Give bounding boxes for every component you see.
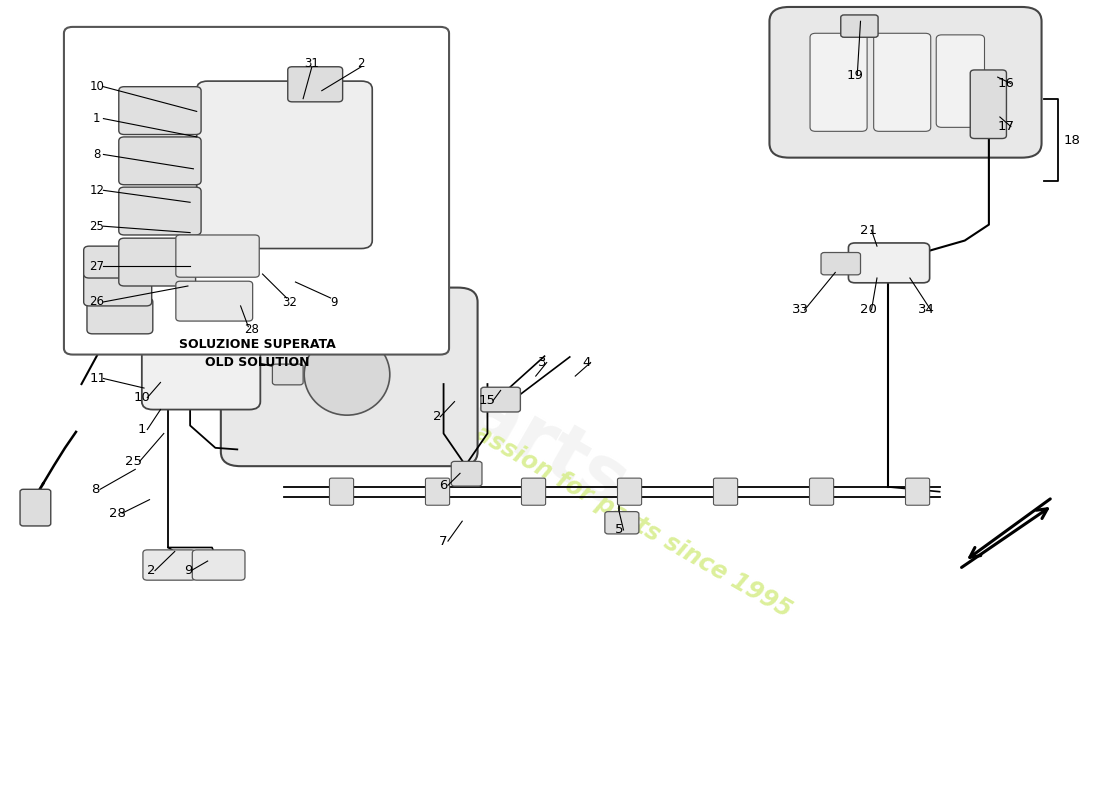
Text: 17: 17 xyxy=(998,120,1015,133)
Text: 1: 1 xyxy=(138,423,146,436)
FancyBboxPatch shape xyxy=(617,478,641,506)
Text: 3: 3 xyxy=(538,356,547,369)
FancyBboxPatch shape xyxy=(873,34,931,131)
Text: 25: 25 xyxy=(124,455,142,468)
Text: 8: 8 xyxy=(94,148,100,161)
Text: 1: 1 xyxy=(94,112,100,125)
FancyBboxPatch shape xyxy=(605,512,639,534)
FancyBboxPatch shape xyxy=(221,287,477,466)
FancyBboxPatch shape xyxy=(84,246,150,278)
Text: 2: 2 xyxy=(147,564,156,577)
FancyBboxPatch shape xyxy=(936,35,985,127)
FancyBboxPatch shape xyxy=(84,270,152,306)
Text: 32: 32 xyxy=(283,296,297,310)
Text: 12: 12 xyxy=(89,184,104,197)
Text: 7: 7 xyxy=(439,534,448,548)
FancyBboxPatch shape xyxy=(481,387,520,412)
FancyBboxPatch shape xyxy=(20,490,51,526)
FancyBboxPatch shape xyxy=(521,478,546,506)
FancyBboxPatch shape xyxy=(273,364,304,385)
Text: 31: 31 xyxy=(305,57,319,70)
FancyBboxPatch shape xyxy=(176,235,260,278)
FancyBboxPatch shape xyxy=(821,253,860,275)
FancyBboxPatch shape xyxy=(426,478,450,506)
Text: 15: 15 xyxy=(478,394,496,407)
Text: 9: 9 xyxy=(330,296,338,310)
Text: a passion for parts since 1995: a passion for parts since 1995 xyxy=(436,401,796,622)
FancyBboxPatch shape xyxy=(810,34,867,131)
FancyBboxPatch shape xyxy=(119,238,196,286)
FancyBboxPatch shape xyxy=(87,298,153,334)
Text: 4: 4 xyxy=(582,356,591,369)
Text: SOLUZIONE SUPERATA
OLD SOLUTION: SOLUZIONE SUPERATA OLD SOLUTION xyxy=(178,338,336,369)
FancyBboxPatch shape xyxy=(176,282,253,321)
Text: 2: 2 xyxy=(358,57,365,70)
Text: 5: 5 xyxy=(615,523,624,537)
FancyBboxPatch shape xyxy=(119,137,201,185)
Text: 10: 10 xyxy=(133,391,151,404)
Text: 2: 2 xyxy=(432,410,441,423)
Text: 16: 16 xyxy=(998,77,1015,90)
FancyBboxPatch shape xyxy=(197,81,372,249)
Text: 34: 34 xyxy=(917,303,935,317)
FancyBboxPatch shape xyxy=(330,478,353,506)
FancyBboxPatch shape xyxy=(288,66,342,102)
Text: 28: 28 xyxy=(244,323,258,336)
FancyBboxPatch shape xyxy=(769,7,1042,158)
Text: 11: 11 xyxy=(89,372,107,385)
Text: 19: 19 xyxy=(847,69,864,82)
FancyBboxPatch shape xyxy=(840,15,878,38)
Text: 33: 33 xyxy=(792,303,808,317)
Text: 8: 8 xyxy=(91,482,100,496)
Text: 21: 21 xyxy=(860,224,877,237)
Text: 27: 27 xyxy=(89,259,104,273)
FancyBboxPatch shape xyxy=(119,86,201,134)
Text: 18: 18 xyxy=(1064,134,1080,146)
Text: 28: 28 xyxy=(109,506,126,520)
Text: ecsparts: ecsparts xyxy=(284,276,640,524)
FancyBboxPatch shape xyxy=(143,550,196,580)
Text: 20: 20 xyxy=(860,303,877,317)
Ellipse shape xyxy=(305,334,389,415)
FancyBboxPatch shape xyxy=(714,478,738,506)
FancyBboxPatch shape xyxy=(905,478,930,506)
FancyBboxPatch shape xyxy=(192,550,245,580)
FancyBboxPatch shape xyxy=(970,70,1007,138)
Text: 9: 9 xyxy=(184,564,192,577)
Text: 10: 10 xyxy=(89,80,104,93)
Text: 6: 6 xyxy=(439,479,448,492)
Text: 25: 25 xyxy=(89,220,104,233)
FancyBboxPatch shape xyxy=(119,187,201,235)
FancyBboxPatch shape xyxy=(810,478,834,506)
Text: 26: 26 xyxy=(89,295,104,309)
FancyBboxPatch shape xyxy=(64,27,449,354)
FancyBboxPatch shape xyxy=(848,243,930,283)
FancyBboxPatch shape xyxy=(451,462,482,486)
FancyBboxPatch shape xyxy=(142,304,261,410)
